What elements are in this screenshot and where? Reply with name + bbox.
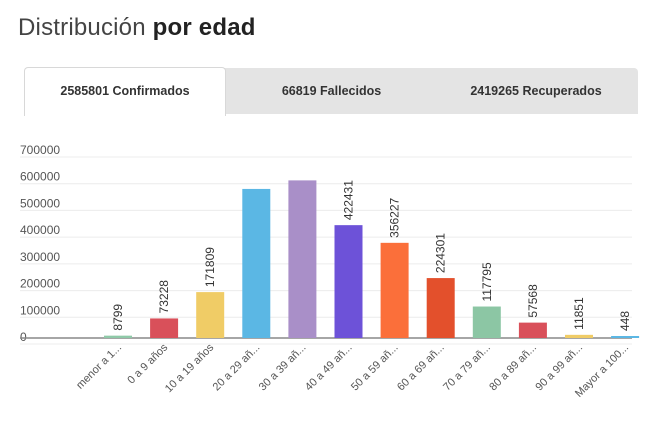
bar[interactable]	[472, 306, 501, 338]
y-tick-label: 600000	[20, 170, 60, 184]
section-heading: Distribución por edad	[18, 14, 256, 42]
bar[interactable]	[611, 336, 640, 338]
x-tick-label: 10 a 19 años	[163, 341, 217, 395]
bar[interactable]	[196, 292, 225, 338]
bar-value-label: 171809	[203, 247, 217, 287]
bar-value-label: 448	[618, 311, 632, 331]
heading-bold: por edad	[152, 14, 256, 41]
x-tick-label: 60 a 69 añ...	[395, 342, 447, 394]
bar-value-label: 422431	[342, 180, 356, 220]
bar[interactable]	[150, 318, 179, 338]
bar[interactable]	[380, 242, 409, 338]
x-tick-label: 80 a 89 añ...	[487, 342, 539, 394]
y-tick-label: 700000	[20, 143, 60, 157]
x-tick-label: 0 a 9 años	[125, 341, 170, 386]
x-tick-label: 70 a 79 añ...	[441, 342, 493, 394]
x-tick-label: 40 a 49 añ...	[303, 342, 355, 394]
bar[interactable]	[288, 180, 317, 338]
bar[interactable]	[334, 225, 363, 338]
age-distribution-chart: 700000 600000 500000 400000 300000 200000 1000…	[20, 143, 640, 400]
tab-bar: 2585801 Confirmados 66819 Fallecidos 241…	[24, 67, 638, 116]
y-tick-label: 200000	[20, 277, 60, 291]
x-tick-label: 90 a 99 añ...	[533, 342, 585, 394]
y-tick-label: 0	[20, 330, 27, 344]
x-tick-label: 20 a 29 añ...	[211, 342, 263, 394]
heading-light: Distribución	[18, 14, 146, 41]
bar-value-label: 356227	[388, 197, 402, 237]
x-tick-label: 30 a 39 añ...	[257, 342, 309, 394]
y-tick-label: 300000	[20, 250, 60, 264]
bar-value-label: 224301	[434, 233, 448, 273]
y-tick-label: 500000	[20, 196, 60, 210]
tab-fallecidos[interactable]: 66819 Fallecidos	[281, 84, 382, 98]
bar[interactable]	[426, 278, 455, 338]
bar-value-label: 8799	[111, 304, 125, 331]
x-tick-label: menor a 1...	[74, 342, 124, 392]
x-tick-label: 50 a 59 añ...	[349, 342, 401, 394]
bar-value-label: 73228	[157, 280, 171, 314]
bar-value-label: 11851	[572, 297, 586, 330]
bar[interactable]	[565, 334, 593, 338]
y-tick-label: 100000	[20, 303, 60, 317]
bar-value-label: 57568	[526, 284, 540, 318]
bar[interactable]	[242, 188, 271, 338]
tab-recuperados[interactable]: 2419265 Recuperados	[470, 84, 602, 98]
bar[interactable]	[518, 322, 547, 338]
y-tick-label: 400000	[20, 223, 60, 237]
tab-confirmados[interactable]: 2585801 Confirmados	[24, 67, 226, 116]
bar[interactable]	[104, 335, 132, 338]
bar-value-label: 117795	[480, 262, 494, 301]
